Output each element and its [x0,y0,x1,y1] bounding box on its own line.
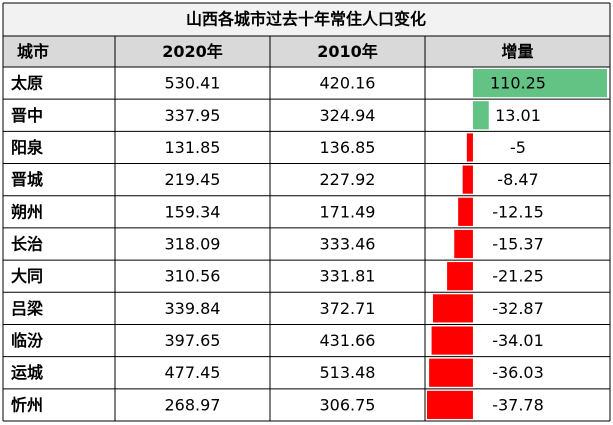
city-name: 运城 [11,363,43,382]
increment: -8.47 [497,170,538,189]
data-bar [431,326,473,355]
population-2020: 219.45 [165,170,221,189]
increment: -21.25 [492,267,544,286]
city-name: 临汾 [11,331,43,350]
population-2020: 397.65 [165,331,221,350]
increment: -32.87 [492,299,544,318]
population-2010: 372.71 [320,299,376,318]
data-bar [429,358,473,387]
city-name: 吕梁 [11,299,44,318]
population-2010: 333.46 [320,235,376,254]
data-bar [447,262,473,291]
increment: -36.03 [492,363,544,382]
population-2010: 136.85 [320,138,376,157]
data-bar [427,390,473,419]
population-2020: 268.97 [165,395,221,414]
data-bar [458,197,473,226]
data-bar [472,69,607,98]
population-2010: 324.94 [320,106,376,125]
city-name: 朔州 [11,202,43,221]
population-2010: 513.48 [320,363,376,382]
city-name: 长治 [11,235,43,254]
population-2010: 431.66 [320,331,376,350]
city-name: 太原 [10,74,43,93]
title-background [3,3,610,36]
increment: -37.78 [492,395,544,414]
column-header: 增量 [501,42,533,61]
increment: -15.37 [492,235,544,254]
population-2020: 477.45 [165,363,221,382]
city-name: 晋中 [11,106,43,125]
population-2020: 530.41 [165,74,221,93]
city-name: 忻州 [11,395,43,414]
column-header: 2010年 [317,42,378,61]
population-2010: 171.49 [320,202,376,221]
increment: 110.25 [490,74,546,93]
data-bar [454,229,473,259]
population-2010: 306.75 [320,395,376,414]
city-name: 阳泉 [11,138,44,157]
population-2020: 310.56 [165,267,221,286]
population-2010: 227.92 [320,170,376,189]
population-2020: 159.34 [165,202,221,221]
city-name: 大同 [11,267,43,286]
data-bar [462,165,473,194]
header-background [3,36,610,67]
population-2010: 420.16 [320,74,376,93]
population-2010: 331.81 [320,267,376,286]
column-header: 2020年 [162,42,223,61]
increment: -5 [510,138,526,157]
population-2020: 318.09 [165,235,221,254]
increment: -34.01 [492,331,544,350]
data-bar [432,294,473,323]
population-2020: 339.84 [165,299,221,318]
population-2020: 131.85 [165,138,221,157]
increment: -12.15 [492,202,544,221]
table-title: 山西各城市过去十年常住人口变化 [186,10,426,29]
population-2020: 337.95 [165,106,221,125]
increment: 13.01 [495,106,541,125]
column-header: 城市 [17,42,49,61]
data-bar [466,133,473,162]
data-bar [472,101,489,130]
city-name: 晋城 [11,170,43,189]
